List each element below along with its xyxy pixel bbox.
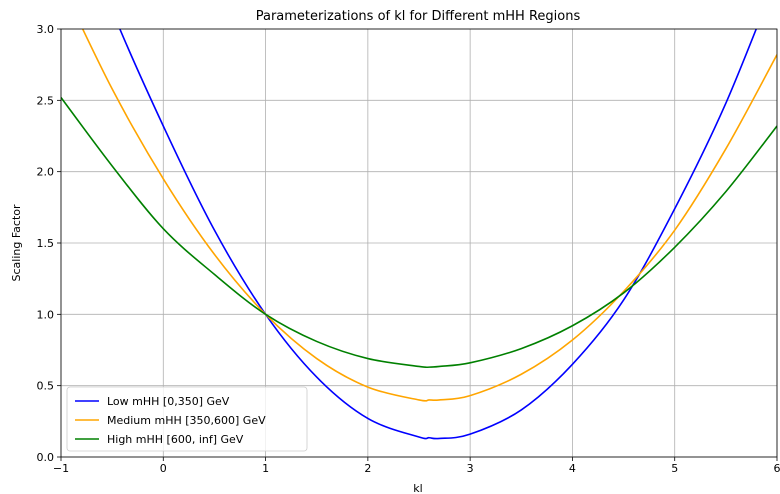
y-axis-label: Scaling Factor bbox=[10, 204, 23, 281]
x-tick-label: 6 bbox=[774, 462, 780, 475]
series-lines bbox=[61, 29, 777, 440]
y-tick-label: 1.5 bbox=[37, 237, 55, 250]
x-tick-label: 3 bbox=[467, 462, 474, 475]
legend-label: Low mHH [0,350] GeV bbox=[107, 395, 230, 408]
y-tick-label: 1.0 bbox=[37, 308, 55, 321]
legend: Low mHH [0,350] GeV Medium mHH [350,600] … bbox=[66, 386, 308, 452]
y-tick-label: 2.0 bbox=[37, 166, 55, 179]
x-tick-label: 1 bbox=[262, 462, 269, 475]
x-axis-label: kl bbox=[413, 482, 422, 494]
y-tick-label: 0.5 bbox=[37, 380, 55, 393]
plot-area: −1 0 1 2 3 4 5 6 0.0 0.5 1.0 1.5 2.0 2.5 3.0 bbox=[37, 23, 780, 475]
chart-title: Parameterizations of kl for Different mH… bbox=[256, 9, 581, 24]
x-tick-label: 5 bbox=[671, 462, 678, 475]
legend-label: Medium mHH [350,600] GeV bbox=[107, 414, 266, 427]
axes-frame bbox=[60, 28, 778, 458]
x-tick-label: 0 bbox=[160, 462, 167, 475]
legend-label: High mHH [600, inf] GeV bbox=[107, 433, 244, 446]
series-line-1 bbox=[81, 29, 777, 402]
y-tick-label: 3.0 bbox=[37, 23, 55, 36]
series-line-2 bbox=[61, 97, 777, 369]
y-tick-label: 0.0 bbox=[37, 451, 55, 464]
y-tick-label: 2.5 bbox=[37, 94, 55, 107]
x-tick-label: 4 bbox=[569, 462, 576, 475]
series-line-0 bbox=[118, 29, 758, 440]
legend-box bbox=[66, 386, 308, 452]
x-tick-label: −1 bbox=[53, 462, 69, 475]
x-tick-label: 2 bbox=[364, 462, 371, 475]
